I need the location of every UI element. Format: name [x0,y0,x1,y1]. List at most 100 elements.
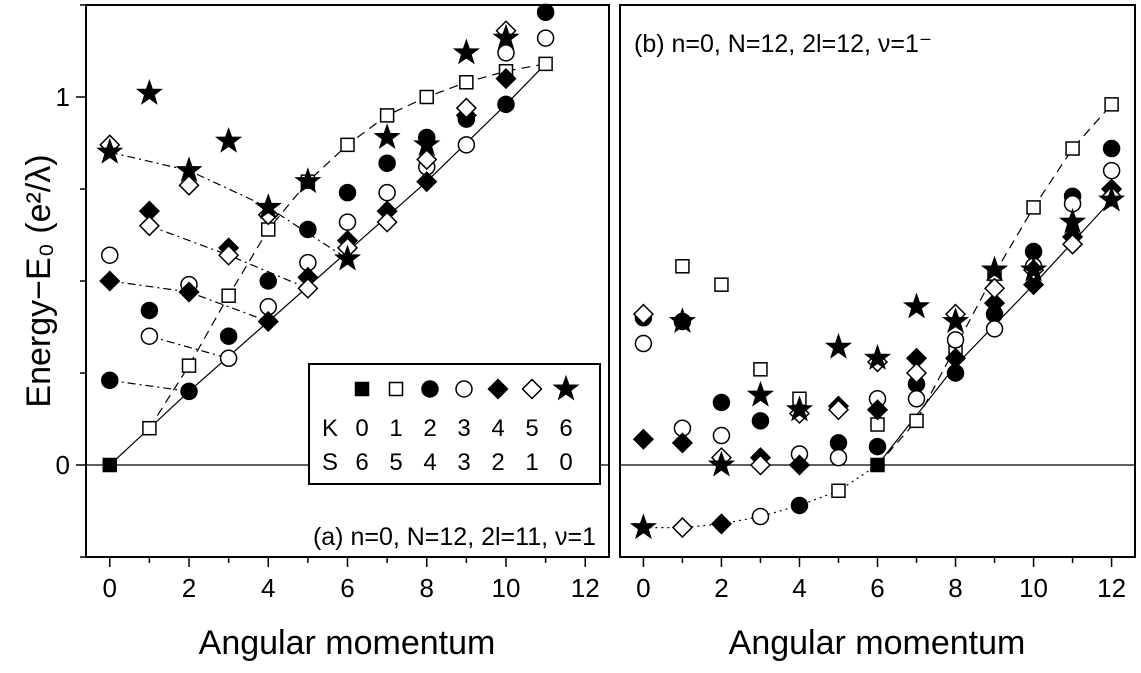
data-point-circle-open [946,331,965,349]
x-tick-label: 2 [714,573,728,603]
data-point-diamond-filled [416,171,438,193]
legend-box [308,363,601,485]
data-point-circle-filled [259,272,278,290]
data-point-diamond-open [632,303,654,325]
y-axis-label: Energy−E₀ (e²/λ) [20,154,58,407]
x-tick-label: 10 [1019,573,1048,603]
data-point-square-open [221,288,236,303]
data-point-star-filled [668,307,696,334]
legend-k-value: 0 [355,415,368,442]
data-point-diamond-filled [710,513,733,535]
data-point-circle-open [634,334,653,353]
legend-k-value: 1 [389,415,402,442]
data-point-circle-open [457,136,476,154]
data-point-circle-filled [180,382,198,401]
data-point-star-filled [452,38,481,65]
data-point-star-filled [373,123,401,150]
legend-k-value: 3 [457,415,470,442]
data-point-circle-filled [790,496,809,515]
data-point-star-filled [135,79,163,105]
panel-a-points [96,3,555,473]
data-point-square-open [831,483,846,499]
data-point-circle-filled [101,371,119,390]
x-tick-label: 6 [340,573,354,603]
legend-s-value: 3 [457,449,470,476]
data-point-circle-filled [378,154,396,172]
data-point-circle-open [829,448,848,467]
data-point-star-filled [941,307,970,334]
x-tick-label: 0 [103,573,117,603]
data-point-circle-open [907,390,926,408]
data-point-circle-open [985,320,1004,338]
legend-marker-square-open [388,381,404,397]
data-point-square-open [1065,141,1080,156]
data-point-circle-filled [751,412,770,430]
legend-k-value: 5 [525,415,538,442]
data-point-diamond-open [416,148,438,171]
data-point-circle-filled [497,95,515,114]
data-point-circle-filled [829,434,848,452]
data-point-diamond-filled [495,68,517,90]
data-point-diamond-filled [983,292,1006,314]
legend-s-value: 1 [525,449,538,476]
y-tick-label: 0 [56,450,70,480]
data-point-star-filled [96,137,124,164]
guide-line-dashdot [149,335,229,359]
data-point-circle-filled [1102,139,1121,158]
x-tick-label: 8 [420,573,434,603]
data-point-diamond-filled [788,454,811,476]
data-point-square-open [459,75,474,90]
x-tick-label: 2 [182,573,196,603]
data-point-star-filled [824,332,853,359]
data-point-square-filled [870,457,885,473]
data-point-circle-open [378,183,396,202]
panel-b-xlabel: Angular momentum [729,624,1026,662]
data-point-circle-filled [868,437,887,456]
data-point-star-filled [785,395,814,422]
data-point-circle-open [219,349,238,368]
data-point-square-open [538,56,553,72]
data-point-star-filled [1059,207,1087,234]
data-point-star-filled [1098,185,1126,212]
legend-s-value: 5 [389,449,402,476]
data-point-diamond-open [138,215,160,237]
data-point-star-filled [333,244,362,271]
data-point-star-filled [629,513,657,540]
data-point-circle-open [140,327,159,345]
x-tick-label: 8 [948,573,962,603]
data-point-star-filled [492,23,520,50]
data-point-circle-filled [338,183,357,202]
data-point-star-filled [863,344,892,370]
data-point-square-open [675,259,690,274]
data-point-star-filled [902,292,931,319]
data-point-square-filled [102,457,118,473]
panel-b-frame [619,4,1136,558]
legend-marker-star-filled [552,374,580,401]
x-tick-label: 4 [792,573,806,603]
panel-a-annotation: (a) n=0, N=12, 2l=11, ν=1 [313,523,596,551]
x-tick-label: 10 [492,573,521,603]
panel-b-ticks: 0 2 4 6 8 10 12 [636,557,1126,603]
data-point-square-open [142,420,157,436]
data-point-square-open [1026,200,1041,215]
data-point-diamond-open [376,211,398,233]
x-tick-label: 0 [636,573,650,603]
data-point-diamond-filled [257,310,279,333]
guide-line-dashdot [109,151,348,260]
legend-marker-circle-open [455,380,473,398]
legend-k-value: 4 [491,415,504,442]
legend-marker-diamond-filled [487,378,509,400]
data-point-circle-open [101,246,119,264]
data-point-diamond-open [983,277,1006,299]
x-tick-label: 6 [870,573,884,603]
legend-k-value: 6 [559,415,572,442]
x-tick-label: 12 [1097,573,1126,603]
legend-s-value: 6 [355,449,368,476]
data-point-star-filled [980,255,1009,282]
data-point-diamond-filled [178,281,200,303]
data-point-diamond-filled [944,347,967,369]
